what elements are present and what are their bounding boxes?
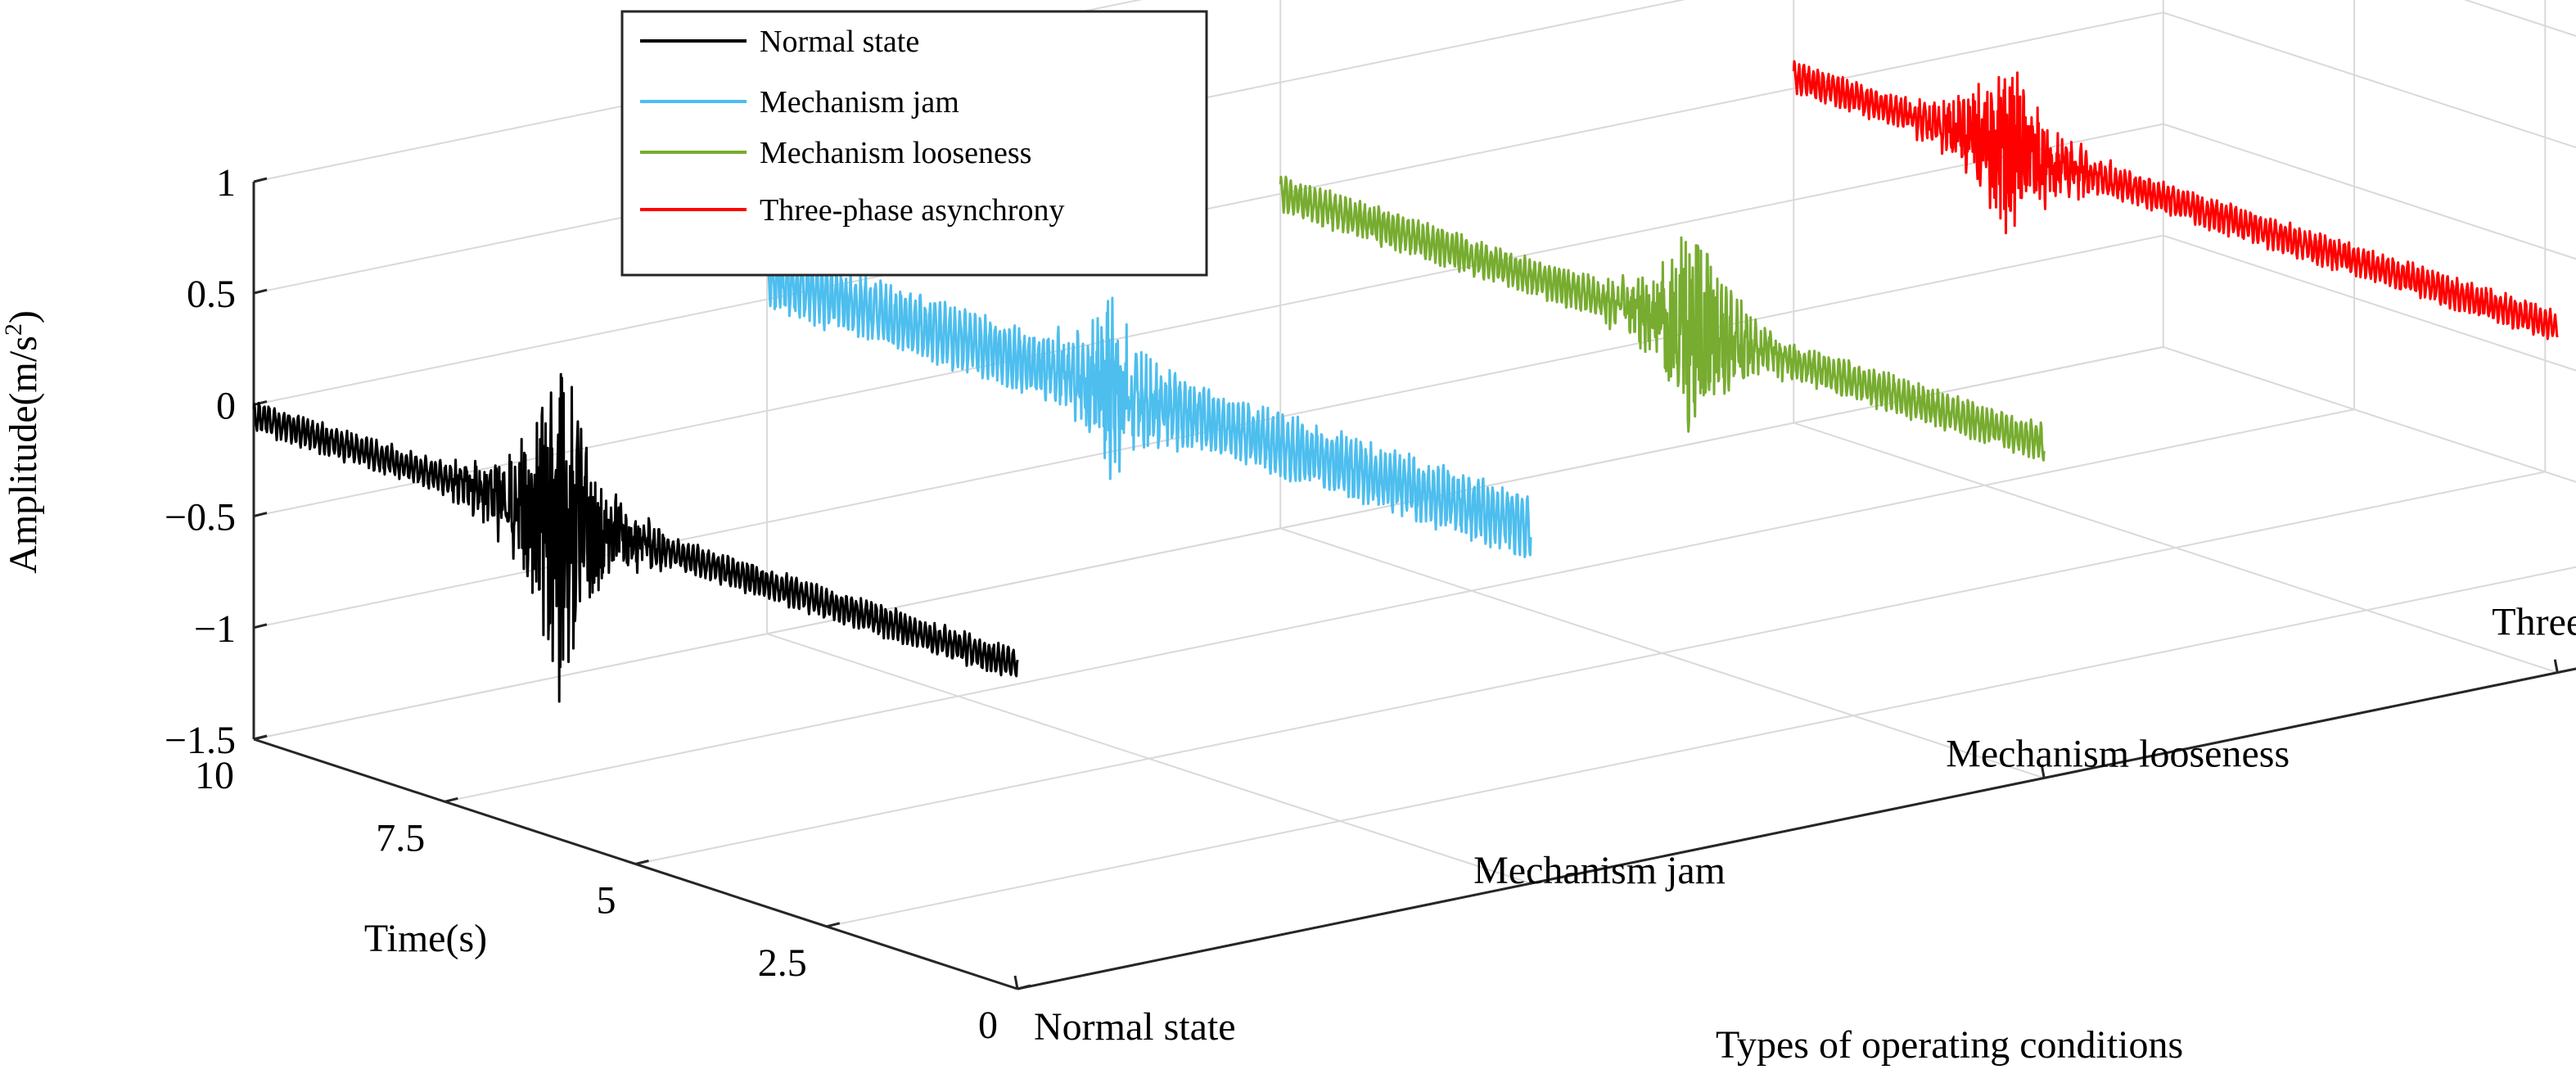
legend-label-jam: Mechanism jam [760, 85, 959, 120]
category-axis-line [1017, 667, 2576, 991]
time-tick-label: 2.5 [758, 941, 807, 985]
z-tick-mark [253, 399, 268, 406]
z-tick-label: 0.5 [187, 273, 236, 316]
z-tick-label: −1 [194, 607, 236, 651]
z-tick-mark [253, 288, 268, 295]
time-tick-mark [444, 796, 458, 803]
labels-layer: Amplitude(m/s2) Time(s) Types of operati… [0, 310, 2183, 1067]
category-tick-label: Three-phase asynchrony [2492, 601, 2576, 644]
gridline [635, 471, 2546, 865]
gridline [253, 0, 1686, 295]
legend-label-asynchrony: Three-phase asynchrony [760, 193, 1064, 228]
gridline [2163, 123, 2576, 260]
gridline [2463, 0, 2576, 37]
time-tick-label: 10 [195, 754, 234, 797]
time-tick-label: 5 [597, 879, 616, 923]
gridline [1279, 527, 2045, 779]
gridline [444, 408, 2355, 803]
time-tick-mark [635, 860, 649, 865]
time-tick-label: 0 [978, 1004, 998, 1047]
time-tick-label: 7.5 [376, 816, 425, 860]
category-axis-label: Types of operating conditions [1716, 1023, 2183, 1067]
legend-box [620, 10, 1208, 277]
category-tick-mark [1013, 975, 1019, 990]
time-tick-mark [253, 734, 268, 741]
legend: Normal state Mechanism jam Mechanism loo… [620, 10, 1208, 277]
series-line [1792, 60, 2559, 341]
time-tick-mark [826, 922, 841, 928]
z-axis-label: Amplitude(m/s2) [0, 310, 45, 574]
legend-label-looseness: Mechanism looseness [760, 136, 1031, 170]
z-tick-mark [253, 512, 268, 518]
legend-label-normal: Normal state [760, 25, 919, 59]
axes-layer [252, 177, 2576, 991]
gridline [1793, 422, 2558, 674]
category-tick-label: Mechanism jam [1473, 849, 1726, 892]
category-tick-mark [2040, 765, 2046, 778]
category-tick-label: Mechanism looseness [1946, 732, 2290, 775]
z-tick-mark [253, 177, 268, 183]
gridline [253, 0, 1143, 183]
gridline [826, 566, 2576, 927]
category-tick-mark [1527, 869, 1532, 884]
z-tick-label: −0.5 [165, 496, 236, 539]
series-line [1279, 175, 2046, 462]
category-tick-mark [2553, 659, 2559, 673]
time-axis-label: Time(s) [364, 917, 487, 960]
series-layer [252, 60, 2559, 703]
z-tick-label: 1 [216, 161, 236, 205]
gridline [2163, 345, 2576, 483]
time-tick-mark [1017, 984, 1031, 991]
gridline [766, 633, 1532, 885]
category-tick-label: Normal state [1034, 1005, 1236, 1049]
series-line [765, 243, 1532, 558]
z-tick-mark [253, 623, 268, 630]
z-tick-label: −1.5 [165, 719, 236, 762]
ticks-layer: 1 0.5 0 −0.5 −1 −1.5 10 7.5 5 2.5 0 Norm… [165, 161, 2576, 1049]
z-tick-label: 0 [216, 384, 236, 427]
series-line [252, 372, 1019, 703]
gridline [253, 11, 2164, 406]
gridline [253, 345, 2164, 740]
